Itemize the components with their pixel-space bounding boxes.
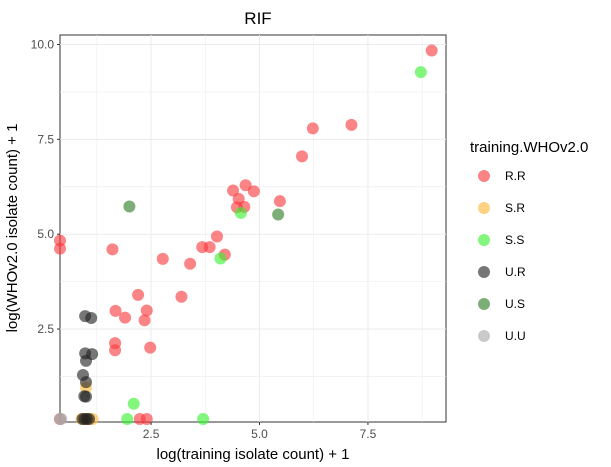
data-point-r-r (211, 230, 224, 243)
data-point-u-u (55, 412, 68, 425)
chart-title: RIF (244, 9, 271, 28)
data-point-s-s (121, 412, 134, 425)
data-point-s-s (414, 66, 427, 79)
data-point-r-r (203, 241, 216, 254)
data-point-r-r (175, 290, 188, 303)
data-point-r-r (144, 341, 157, 354)
y-axis-title: log(WHOv2.0 isolate count) + 1 (4, 124, 21, 333)
data-point-r-r (119, 311, 132, 324)
data-point-r-r (54, 242, 66, 255)
data-point-s-s (214, 252, 227, 265)
y-tick-label: 5.0 (37, 227, 54, 241)
y-tick-label: 7.5 (37, 132, 54, 146)
data-point-r-r (106, 243, 119, 256)
y-axis-ticks: 2.5 5.0 7.5 10.0 (31, 37, 60, 336)
data-points (54, 44, 438, 425)
legend-label-u-s: U.S (505, 297, 525, 311)
data-point-s-s (127, 397, 140, 410)
grid-lines (60, 35, 446, 422)
data-point-u-r (80, 390, 93, 403)
data-point-r-r (345, 118, 358, 131)
data-point-r-r (109, 344, 122, 357)
data-point-u-r (83, 412, 96, 425)
legend-key-u-s (478, 298, 490, 310)
legend-label-s-r: S.R (505, 201, 525, 215)
x-tick-label: 2.5 (143, 427, 160, 441)
y-tick-label: 10.0 (31, 37, 55, 51)
plot-panel (54, 34, 447, 425)
legend: training.WHOv2.0 R.R S.R S.S U.R U.S U.U (470, 139, 588, 343)
data-point-r-r (140, 412, 153, 425)
data-point-u-s (123, 200, 136, 213)
legend-title: training.WHOv2.0 (470, 139, 588, 156)
data-point-r-r (138, 314, 151, 327)
data-point-r-r (296, 150, 309, 163)
data-point-u-r (85, 312, 98, 325)
data-point-r-r (247, 185, 260, 198)
x-axis-ticks: 2.5 5.0 7.5 (143, 422, 377, 441)
data-point-r-r (306, 122, 319, 135)
legend-label-u-r: U.R (505, 265, 526, 279)
legend-label-s-s: S.S (505, 233, 524, 247)
data-point-u-r (80, 354, 93, 367)
legend-label-r-r: R.R (505, 169, 526, 183)
data-point-r-r (239, 179, 252, 192)
legend-key-s-r (478, 202, 490, 214)
x-axis-title: log(training isolate count) + 1 (156, 446, 349, 463)
plot-border (59, 34, 447, 423)
legend-key-u-r (478, 266, 490, 278)
data-point-r-r (132, 288, 145, 301)
data-point-r-r (140, 304, 153, 317)
data-point-r-r (425, 44, 438, 57)
legend-items: R.R S.R S.S U.R U.S U.U (478, 169, 526, 343)
x-tick-label: 5.0 (251, 427, 268, 441)
data-point-u-r (80, 376, 93, 389)
legend-key-s-s (478, 234, 490, 246)
data-point-r-r (184, 257, 197, 270)
legend-key-u-u (478, 330, 490, 342)
data-point-r-r (273, 195, 286, 208)
x-tick-label: 7.5 (360, 427, 377, 441)
data-point-u-s (272, 208, 285, 221)
legend-label-u-u: U.U (505, 329, 526, 343)
data-point-r-r (109, 304, 122, 317)
data-point-r-r (156, 252, 169, 265)
legend-key-r-r (478, 170, 490, 182)
data-point-s-s (234, 206, 247, 219)
y-tick-label: 2.5 (37, 322, 54, 336)
data-point-s-s (197, 412, 210, 425)
